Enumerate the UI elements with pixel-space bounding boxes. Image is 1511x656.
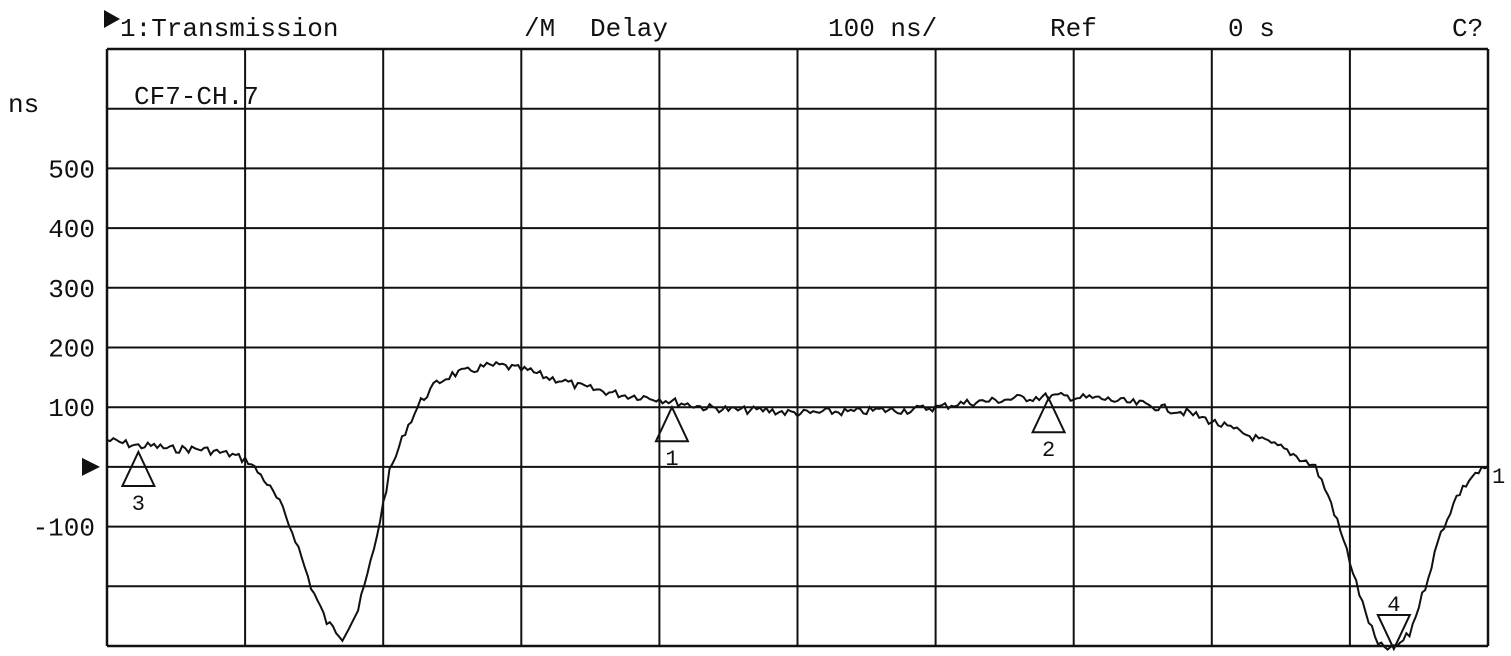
graticule: [105, 47, 1490, 648]
marker-triangle-icon: [1376, 613, 1412, 652]
marker-label: 2: [1042, 438, 1055, 463]
markers: 1 2 3 4: [120, 395, 1412, 652]
marker-1: 1: [654, 404, 690, 472]
marker-4: 4: [1376, 593, 1412, 652]
marker-triangle-icon: [120, 449, 156, 487]
y-tick-label: 100: [48, 394, 95, 424]
y-unit-label: ns: [8, 90, 39, 120]
active-trace-triangle-icon: [104, 10, 120, 28]
format-value: Delay: [590, 14, 668, 44]
marker-label: 1: [665, 447, 678, 472]
y-tick-label: 200: [48, 335, 95, 365]
marker-label: 3: [132, 492, 145, 517]
series-line-trace-1: [106, 360, 1489, 651]
y-tick-label: 300: [48, 275, 95, 305]
marker-triangle-icon: [1031, 395, 1067, 434]
format-label: /M: [524, 14, 555, 44]
marker-3: 3: [120, 449, 156, 517]
y-tick-labels: 500 400 300 200 100 -100: [33, 155, 95, 543]
channel-label: 1:Transmission: [120, 14, 338, 44]
marker-triangle-icon: [654, 404, 690, 443]
ref-label: Ref: [1050, 14, 1097, 44]
marker-2: 2: [1031, 395, 1067, 463]
trace-end-label: 1: [1492, 465, 1505, 490]
cal-status: C?: [1452, 14, 1483, 44]
marker-label: 4: [1387, 593, 1400, 618]
ref-value: 0 s: [1228, 14, 1275, 44]
scale-label: 100 ns/: [828, 14, 937, 44]
y-tick-label: 400: [48, 215, 95, 245]
trace-name: CF7-CH.7: [134, 82, 259, 112]
y-tick-label: -100: [33, 514, 95, 544]
reference-pointer-icon: [82, 457, 100, 476]
y-tick-label: 500: [48, 155, 95, 185]
